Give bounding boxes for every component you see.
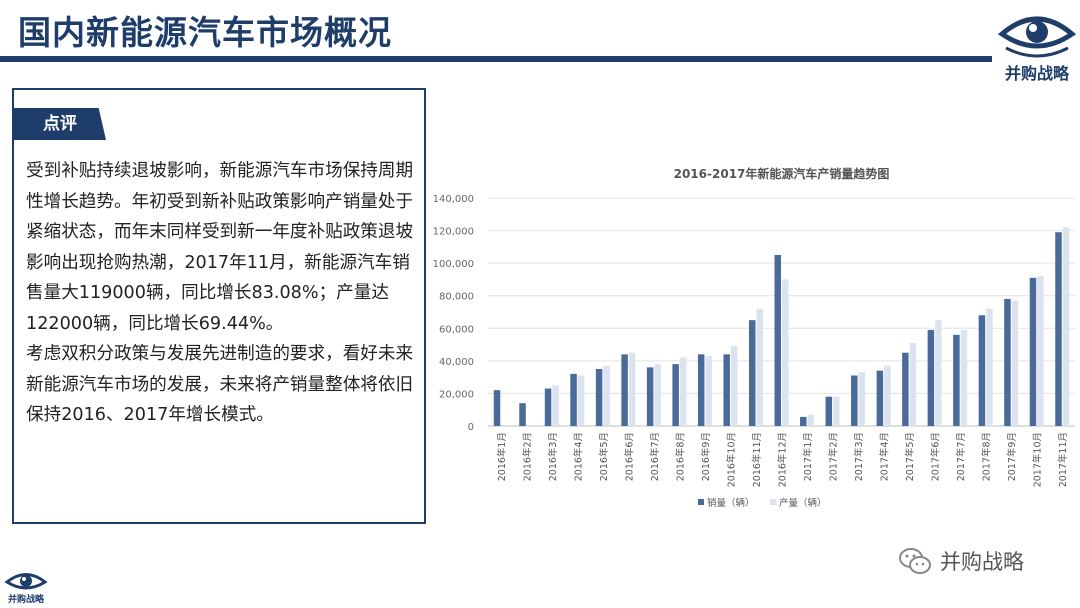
sales-bar	[570, 373, 577, 426]
x-tick-label: 2016年3月	[547, 432, 559, 481]
x-tick-label: 2017年5月	[904, 432, 916, 481]
x-tick-label: 2017年1月	[802, 432, 814, 481]
sales-bar	[851, 375, 858, 426]
y-tick-label: 120,000	[433, 227, 474, 238]
production-bar	[1011, 300, 1019, 426]
x-tick-label: 2016年6月	[623, 432, 635, 481]
comment-body: 受到补贴持续退坡影响，新能源汽车市场保持周期性增长趋势。年初受到新补贴政策影响产…	[26, 156, 418, 431]
production-bar	[628, 352, 636, 426]
production-bar	[730, 346, 738, 426]
y-tick-label: 100,000	[433, 259, 474, 270]
x-tick-label: 2016年9月	[700, 432, 712, 481]
sales-bar	[978, 315, 986, 426]
brand-logo: 并购战略	[996, 8, 1078, 84]
footer-brand: 并购战略	[7, 595, 44, 605]
sales-bar	[1055, 232, 1062, 426]
x-tick-label: 2017年7月	[955, 432, 967, 481]
production-bar	[603, 365, 610, 426]
sales-bar	[1029, 277, 1037, 426]
sales-bar	[519, 403, 526, 426]
production-bar	[884, 365, 891, 426]
x-tick-label: 2016年5月	[598, 432, 610, 481]
x-tick-label: 2017年2月	[828, 432, 840, 481]
brand-name: 并购战略	[1004, 64, 1069, 83]
y-tick-label: 0	[468, 422, 474, 433]
production-bar	[935, 320, 942, 426]
production-bar	[909, 342, 917, 426]
x-tick-label: 2017年3月	[853, 432, 865, 481]
production-bar	[756, 308, 763, 426]
x-tick-label: 2017年9月	[1006, 432, 1018, 481]
title-divider	[0, 56, 992, 62]
sales-bar	[876, 370, 884, 426]
production-bar	[552, 385, 559, 426]
y-tick-label: 20,000	[439, 389, 474, 400]
x-tick-label: 2017年4月	[879, 432, 891, 481]
x-tick-label: 2016年12月	[777, 432, 789, 487]
sales-bar	[595, 369, 603, 426]
comment-panel: 点评 受到补贴持续退坡影响，新能源汽车市场保持周期性增长趋势。年初受到新补贴政策…	[12, 88, 426, 524]
footer-logo: 并购战略	[4, 570, 48, 606]
sales-bar	[646, 367, 654, 426]
production-bar	[705, 355, 712, 426]
production-bar	[782, 279, 789, 426]
eye-icon	[997, 16, 1077, 58]
x-tick-label: 2017年11月	[1057, 432, 1069, 487]
production-bar	[833, 396, 840, 426]
sales-bar	[927, 329, 935, 426]
legend-label: 销量（辆）	[707, 497, 755, 509]
sales-bar	[902, 352, 909, 426]
y-tick-label: 40,000	[439, 357, 474, 368]
page-title: 国内新能源汽车市场概况	[18, 13, 392, 52]
x-tick-label: 2016年10月	[725, 432, 737, 487]
legend-swatch	[698, 499, 704, 505]
production-bar	[986, 308, 993, 426]
watermark-text: 并购战略	[940, 550, 1024, 574]
y-tick-label: 80,000	[439, 292, 474, 303]
production-bar	[858, 372, 866, 426]
wechat-icon	[899, 548, 931, 574]
sales-bar	[544, 388, 552, 426]
bar-chart: 2016-2017年新能源汽车产销量趋势图 0 20,000 40,000 60,000…	[433, 166, 1075, 509]
x-tick-label: 2017年8月	[981, 432, 993, 481]
sales-bar	[621, 354, 628, 426]
production-bar	[1062, 227, 1070, 426]
sales-bar	[672, 364, 679, 426]
sales-bar	[825, 396, 833, 426]
sales-bar	[723, 354, 730, 426]
x-tick-label: 2016年8月	[674, 432, 686, 481]
x-tick-label: 2016年2月	[521, 432, 533, 481]
watermark: 并购战略	[898, 546, 1024, 576]
x-tick-label: 2016年4月	[572, 432, 584, 481]
x-tick-label: 2016年11月	[751, 432, 763, 487]
eye-icon	[4, 573, 48, 590]
legend-swatch	[770, 499, 776, 505]
comment-paragraph: 受到补贴持续退坡影响，新能源汽车市场保持周期性增长趋势。年初受到新补贴政策影响产…	[26, 161, 414, 334]
x-tick-label: 2017年6月	[930, 432, 942, 481]
sales-bar	[493, 390, 501, 426]
chart-container: 2016-2017年新能源汽车产销量趋势图 0 20,000 40,000 60,000…	[430, 150, 1080, 530]
comment-tag: 点评	[14, 108, 106, 140]
x-tick-label: 2016年1月	[496, 432, 508, 481]
y-tick-label: 60,000	[439, 324, 474, 335]
comment-paragraph: 考虑双积分政策与发展先进制造的要求，看好未来新能源汽车市场的发展，未来将产销量整…	[26, 344, 414, 425]
x-tick-label: 2016年7月	[649, 432, 661, 481]
production-bar	[807, 414, 815, 426]
sales-bar	[748, 320, 756, 426]
sales-bar	[774, 255, 781, 426]
production-bar	[960, 329, 968, 426]
production-bar	[654, 364, 661, 426]
production-bar	[1037, 276, 1044, 426]
production-bar	[679, 357, 687, 426]
sales-bar	[697, 354, 705, 426]
chart-title: 2016-2017年新能源汽车产销量趋势图	[674, 166, 890, 181]
sales-bar	[800, 416, 807, 426]
legend-label: 产量（辆）	[779, 497, 827, 509]
x-tick-label: 2017年10月	[1032, 432, 1044, 487]
sales-bar	[1004, 298, 1011, 426]
y-tick-label: 140,000	[433, 194, 474, 205]
production-bar	[577, 375, 585, 426]
sales-bar	[953, 334, 960, 426]
